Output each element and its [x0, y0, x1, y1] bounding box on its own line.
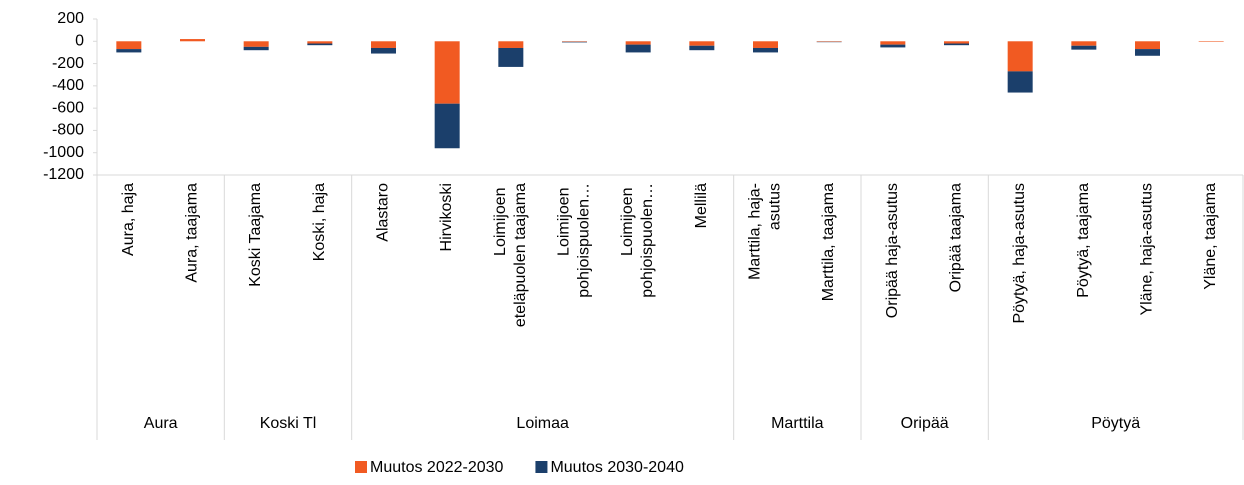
- bar: [180, 39, 205, 42]
- legend-label: Muutos 2022-2030: [370, 459, 504, 476]
- bar: [880, 44, 906, 48]
- bar: [434, 41, 460, 104]
- group-label: Koski Tl: [260, 415, 317, 432]
- bar: [625, 41, 651, 45]
- bar: [116, 49, 142, 53]
- bar: [1071, 41, 1097, 46]
- bar: [116, 41, 142, 50]
- bar: [816, 41, 842, 42]
- bar: [753, 47, 778, 53]
- bar: [1198, 41, 1224, 42]
- bar: [1135, 49, 1160, 56]
- bar: [243, 46, 269, 51]
- x-tick-label: Loimijoen eteläpuolen taajama: [492, 183, 529, 327]
- y-tick-label: 0: [75, 33, 84, 50]
- bar: [944, 43, 969, 46]
- x-tick-label: Oripää taajama: [948, 183, 965, 292]
- x-tick-label: Hirvikoski: [438, 183, 455, 251]
- bar: [1071, 45, 1097, 50]
- y-tick-label: -600: [52, 99, 84, 116]
- x-tick-label: Loimijoen pohjoispuolen…: [556, 183, 593, 298]
- x-tick-label: Alastaro: [375, 183, 392, 242]
- bar: [689, 41, 715, 46]
- y-tick-label: -200: [52, 55, 84, 72]
- bar: [498, 47, 524, 67]
- x-tick-label: Marttila, taajama: [820, 183, 837, 301]
- group-label: Oripää: [901, 415, 949, 432]
- group-label: Aura: [144, 415, 178, 432]
- x-tick-label: Pöytyä, haja-asutus: [1011, 183, 1028, 324]
- group-label: Marttila: [771, 415, 824, 432]
- legend-swatch: [535, 461, 548, 473]
- legend-swatch: [355, 461, 367, 473]
- bar: [498, 41, 524, 48]
- bar: [944, 41, 969, 44]
- x-tick-label: Loimijoen pohjoispuolen…: [619, 183, 656, 298]
- bar: [307, 41, 333, 44]
- x-tick-label: Marttila, haja-asutus: [747, 183, 784, 280]
- bar: [1135, 41, 1160, 50]
- y-tick-label: -800: [52, 122, 84, 139]
- x-tick-label: Koski, haja: [311, 183, 328, 261]
- bar: [880, 41, 906, 45]
- bar: [562, 41, 587, 42]
- legend-label: Muutos 2030-2040: [550, 459, 684, 476]
- group-label: Loimaa: [516, 415, 569, 432]
- bar: [371, 47, 396, 54]
- bar: [753, 41, 778, 48]
- x-tick-label: Aura, haja: [120, 183, 137, 256]
- x-tick-label: Koski Taajama: [247, 183, 264, 287]
- bar: [371, 41, 396, 48]
- bar: [562, 41, 587, 43]
- group-label: Pöytyä: [1091, 415, 1140, 432]
- bar: [625, 44, 651, 53]
- y-tick-label: -1200: [43, 166, 84, 183]
- y-tick-label: -400: [52, 77, 84, 94]
- bar: [1007, 41, 1033, 72]
- bar: [689, 45, 715, 51]
- x-tick-label: Pöytyä, taajama: [1075, 183, 1092, 298]
- y-tick-label: -1000: [43, 144, 84, 161]
- x-tick-label: Aura, taajama: [184, 183, 201, 283]
- bar: [243, 41, 269, 47]
- bar: [434, 103, 460, 149]
- x-tick-label: Yläne, taajama: [1202, 183, 1219, 290]
- x-tick-label: Yläne, haja-asutus: [1139, 183, 1156, 316]
- x-tick-label: Oripää haja-asutus: [884, 183, 901, 318]
- x-tick-label: Mellilä: [693, 183, 710, 228]
- y-tick-label: 200: [57, 10, 84, 27]
- bar: [307, 43, 333, 46]
- bar: [1007, 71, 1033, 93]
